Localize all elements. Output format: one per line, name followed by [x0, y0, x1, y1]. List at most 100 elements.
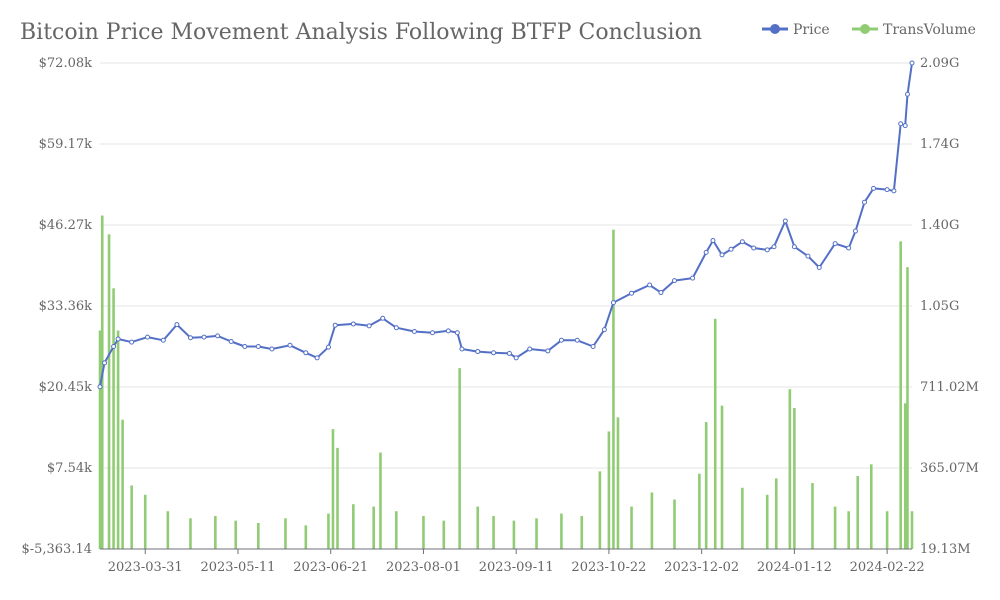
volume-bar	[869, 464, 873, 549]
price-point	[690, 275, 696, 281]
y-right-tick-label: 19.13M	[920, 542, 971, 557]
volume-bar	[910, 511, 914, 549]
volume-bar	[598, 471, 602, 549]
volume-bar	[98, 330, 102, 549]
volume-bar	[116, 330, 120, 549]
volume-bar	[189, 518, 192, 549]
y-right-tick-label: 1.05G	[920, 299, 959, 314]
volume-bar	[580, 515, 584, 549]
x-tick-label: 2023-03-31	[108, 560, 183, 575]
volume-bar	[713, 318, 717, 549]
price-point	[791, 244, 797, 250]
price-point	[527, 346, 533, 352]
price-point	[115, 336, 121, 342]
volume-bar	[304, 525, 308, 549]
volume-bar	[372, 506, 375, 549]
price-point	[459, 346, 465, 352]
volume-bar	[395, 511, 398, 549]
legend-item-transvolume[interactable]: TransVolume	[852, 22, 976, 38]
price-point	[325, 344, 331, 350]
price-point	[287, 342, 293, 348]
price-point	[719, 252, 725, 258]
volume-bar	[100, 215, 104, 549]
x-tick-label: 2024-01-12	[757, 560, 832, 575]
price-point	[909, 60, 915, 66]
price-point	[411, 328, 417, 334]
price-point	[187, 335, 193, 341]
volume-bar	[214, 515, 217, 549]
volume-bar	[143, 494, 147, 549]
price-point	[739, 239, 745, 245]
price-point	[764, 247, 770, 253]
price-point	[215, 333, 221, 339]
price-point	[366, 323, 372, 329]
volume-bar	[607, 431, 611, 549]
price-point	[610, 300, 616, 306]
volume-bar	[741, 487, 744, 549]
price-point	[805, 253, 811, 259]
price-point	[506, 350, 512, 356]
y-left-tick-label: $33.36k	[39, 299, 92, 314]
price-point	[393, 325, 399, 331]
volume-bar	[476, 506, 480, 549]
price-point	[350, 321, 356, 327]
y-right-tick-label: 2.09G	[920, 56, 959, 71]
y-right-tick-label: 365.07M	[920, 461, 979, 476]
price-point	[332, 322, 338, 328]
price-point	[898, 121, 904, 127]
volume-bar	[903, 403, 907, 549]
y-right-tick-label: 1.74G	[920, 137, 959, 152]
y-left-tick-label: $7.54k	[47, 461, 92, 476]
legend[interactable]: Price TransVolume	[762, 22, 976, 38]
y-left-tick-label: $59.17k	[39, 137, 92, 152]
volume-bar	[788, 389, 792, 549]
price-point	[380, 315, 386, 321]
price-point	[314, 355, 320, 361]
volume-bar	[720, 405, 724, 549]
price-point	[902, 123, 908, 129]
price-point	[728, 246, 734, 252]
price-point	[454, 330, 460, 336]
volume-bar	[331, 429, 335, 549]
volume-bar	[856, 476, 860, 549]
volume-bar	[130, 485, 133, 549]
price-point	[269, 346, 275, 352]
x-tick-label: 2024-02-22	[850, 560, 925, 575]
volume-bar	[336, 447, 339, 549]
price-point	[846, 245, 852, 251]
price-point	[491, 350, 497, 356]
y-left-tick-label: $72.08k	[39, 56, 92, 71]
y-left-tick-label: $46.27k	[39, 218, 92, 233]
volume-bar	[121, 419, 124, 549]
legend-label: Price	[793, 22, 830, 38]
x-tick-label: 2023-05-11	[200, 560, 275, 575]
volume-bar	[112, 288, 115, 549]
volume-bar	[442, 520, 446, 549]
volume-bar	[379, 452, 382, 549]
price-point	[891, 188, 897, 194]
x-tick-label: 2023-12-02	[664, 560, 739, 575]
volume-bar	[616, 417, 620, 549]
y-left-tick-label: $-5,363.14	[21, 542, 92, 557]
grid-layer	[100, 62, 912, 469]
volume-bar	[422, 515, 425, 549]
price-line-series	[97, 60, 915, 390]
legend-item-price[interactable]: Price	[762, 22, 830, 38]
price-point	[782, 218, 788, 224]
price-point	[255, 344, 261, 350]
y-right-tick-label: 711.02M	[920, 380, 979, 395]
price-point	[228, 339, 234, 345]
price-point	[710, 237, 716, 243]
volume-bar	[833, 506, 837, 549]
legend-marker	[770, 24, 780, 34]
axes: $-5,363.14 19.13M $7.54k 365.07M $20.45k 711.…	[21, 56, 978, 575]
price-point	[174, 322, 180, 328]
volume-bar	[630, 506, 633, 549]
volume-bar	[166, 511, 170, 549]
volume-bar	[847, 511, 850, 549]
price-point	[647, 282, 653, 288]
volume-bar	[765, 494, 769, 549]
volume-bar	[704, 422, 708, 549]
volume-bar	[560, 513, 563, 549]
price-point	[160, 337, 166, 343]
